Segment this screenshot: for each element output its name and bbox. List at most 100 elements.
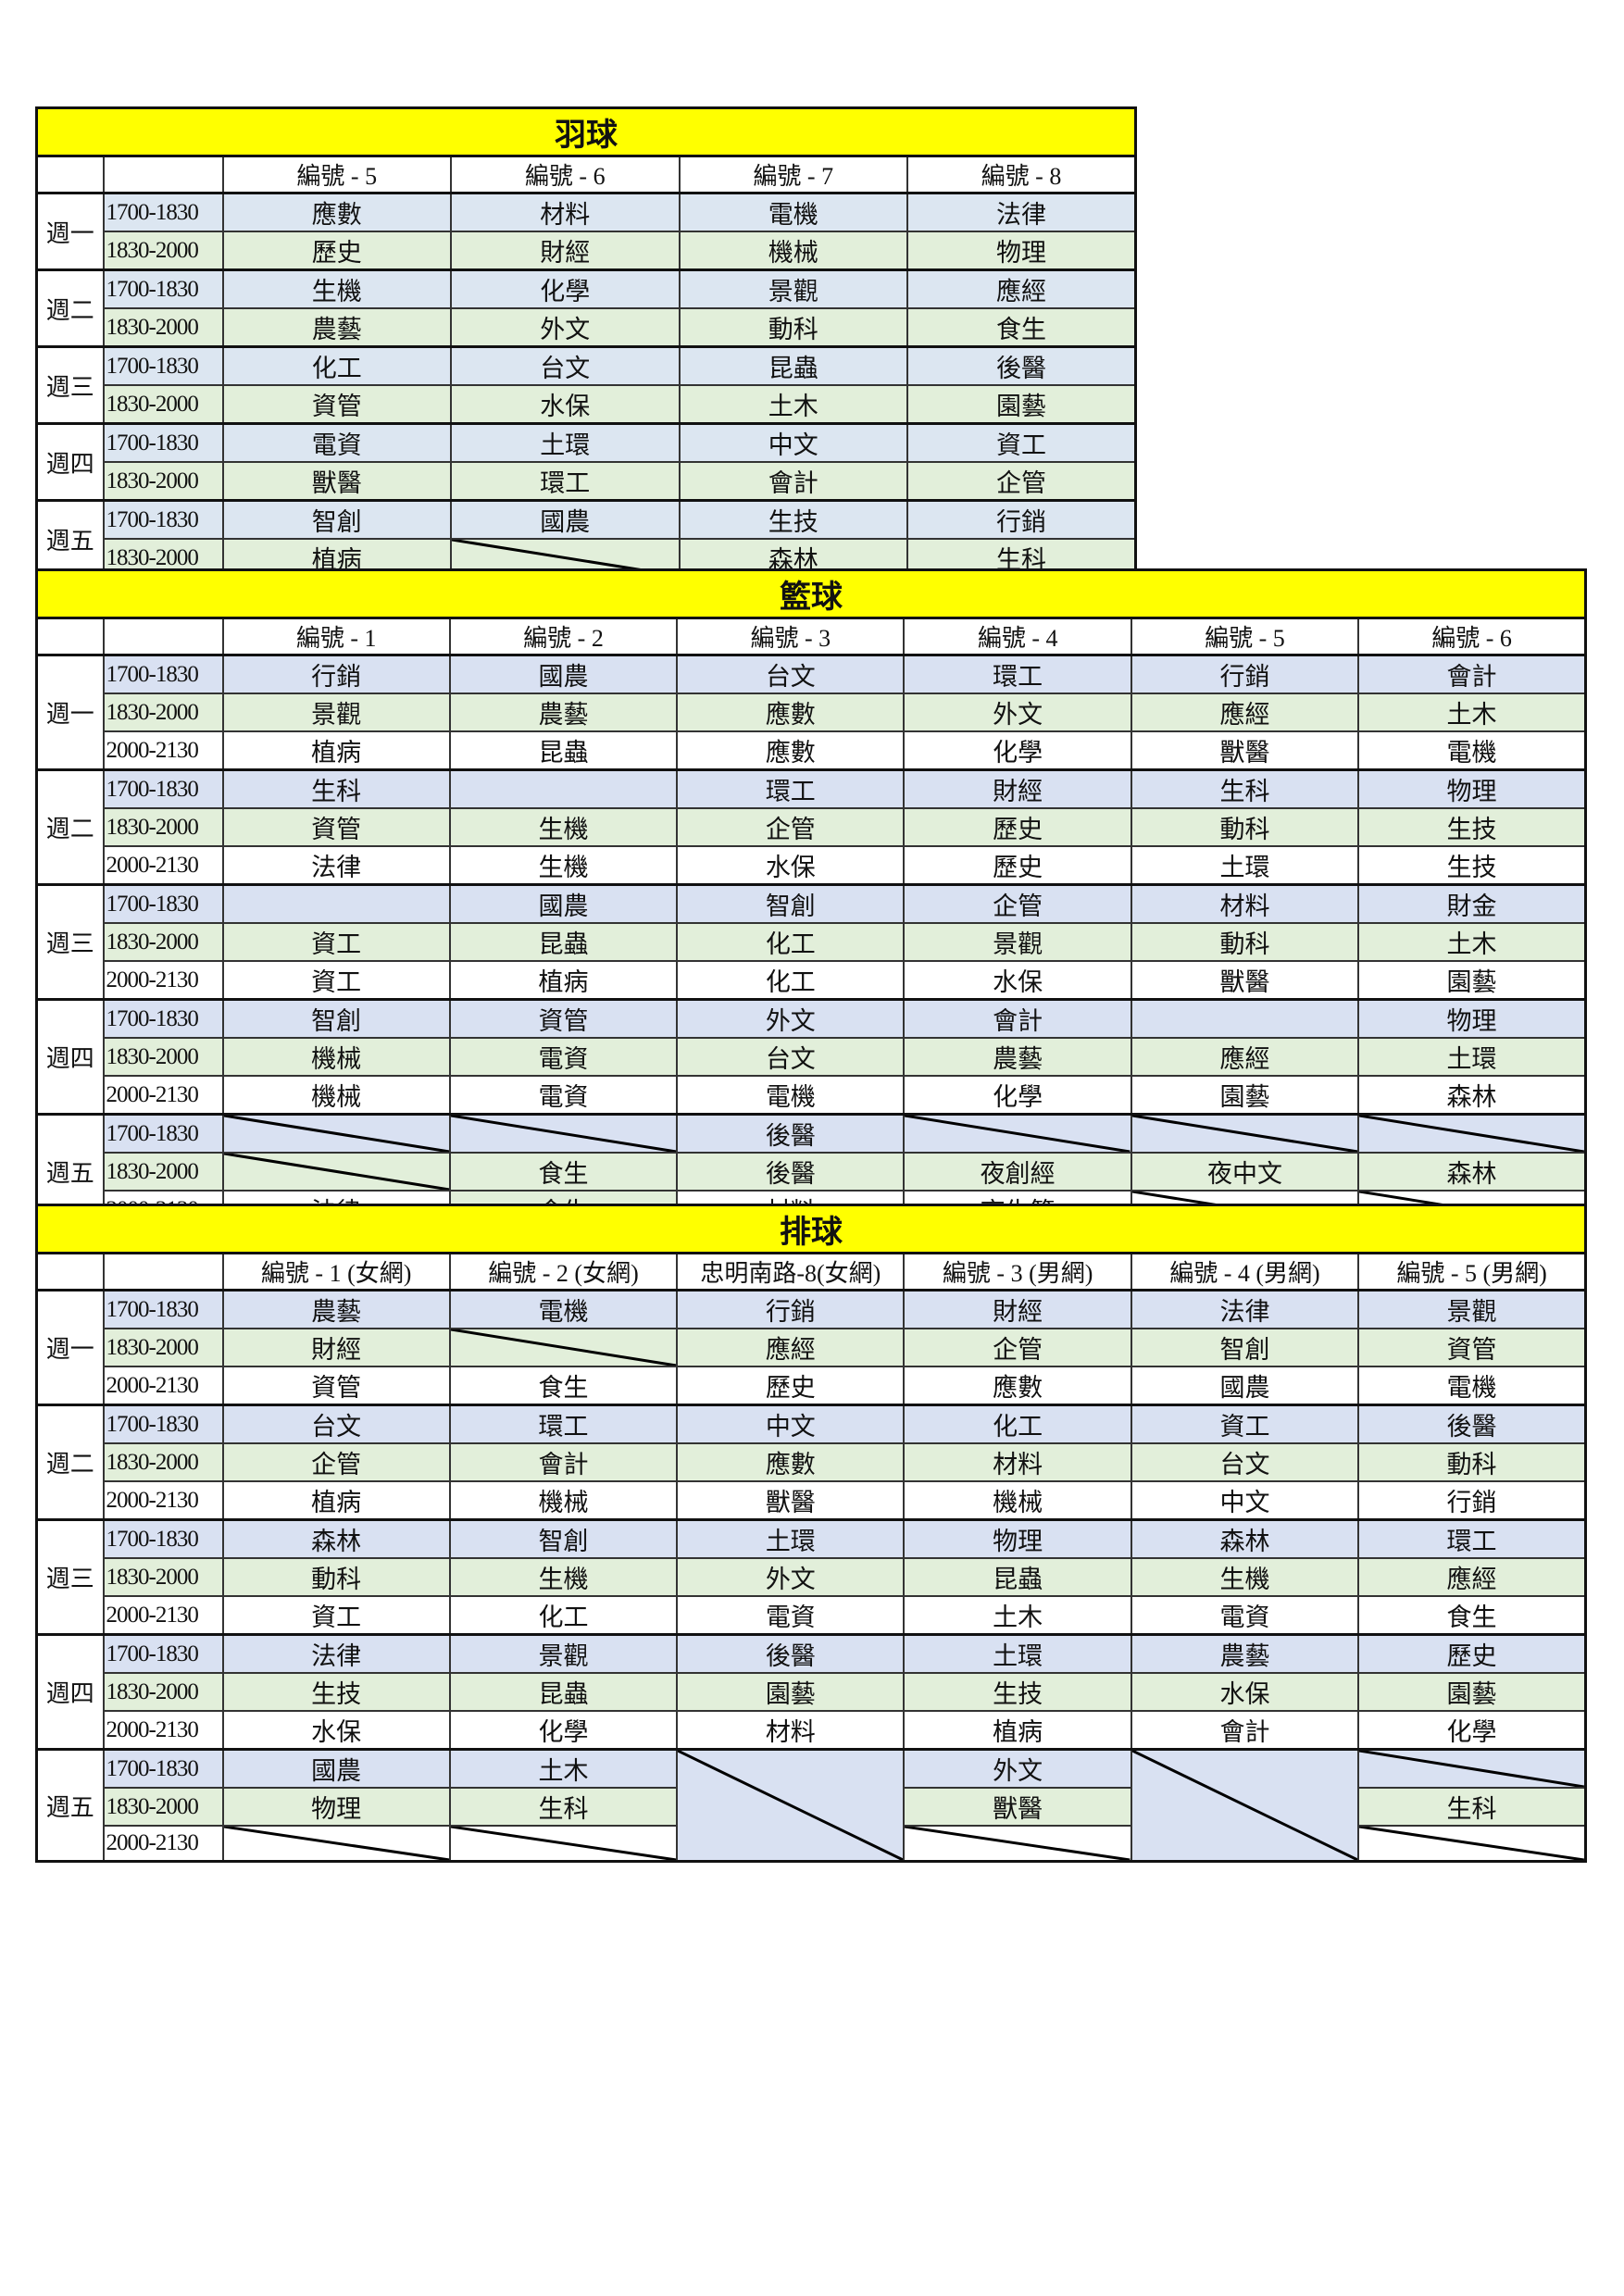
class-cell: 水保 (903, 960, 1132, 1001)
time-slot: 1830-2000 (102, 1787, 224, 1827)
class-cell: 化學 (1357, 1710, 1587, 1751)
court-header: 忠明南路-8(女網) (676, 1252, 906, 1292)
time-slot: 1700-1830 (102, 768, 224, 809)
class-cell: 獸醫 (676, 1480, 906, 1521)
day-label: 週三 (35, 883, 105, 1001)
class-cell: 昆蟲 (448, 1672, 679, 1712)
class-cell: 外文 (903, 1748, 1132, 1789)
class-cell: 企管 (903, 883, 1132, 924)
class-cell: 機械 (903, 1480, 1132, 1521)
table-row: 週三 1700-1830 森林 智創 土環 物理 森林 環工 (35, 1518, 1587, 1636)
day-label: 週二 (35, 1404, 105, 1521)
time-slot: 2000-2130 (102, 1825, 224, 1863)
day-label: 週一 (35, 1289, 105, 1406)
class-cell: 食生 (448, 1152, 679, 1192)
time-slot: 2000-2130 (102, 1710, 224, 1751)
class-cell: 機械 (221, 1037, 451, 1077)
time-slot: 2000-2130 (102, 960, 224, 1001)
table-row: 週四 1700-1830 電資 土環 中文 資工 (35, 422, 1137, 502)
time-slot: 1700-1830 (102, 192, 224, 232)
table-row: 1830-2000 財經 應經 企管 智創 資管 (37, 1328, 1587, 1367)
class-cell: 會計 (1130, 1710, 1360, 1751)
class-cell: 財經 (221, 1328, 451, 1367)
class-cell: 農藝 (903, 1037, 1132, 1077)
day-label: 週一 (35, 654, 105, 771)
class-cell: 資管 (221, 807, 451, 847)
class-cell: 應經 (1130, 693, 1360, 732)
court-header: 編號 - 4 (903, 617, 1132, 656)
class-cell: 獸醫 (1130, 960, 1360, 1001)
time-slot: 1830-2000 (102, 231, 224, 271)
class-cell: 生技 (1357, 845, 1587, 886)
time-slot: 1700-1830 (102, 1633, 224, 1674)
time-slot: 1700-1830 (102, 1113, 224, 1154)
class-cell: 生技 (903, 1672, 1132, 1712)
table-title: 排球 (35, 1204, 1587, 1254)
diagonal-slash (1359, 1116, 1584, 1152)
class-cell: 植病 (221, 1480, 451, 1521)
class-cell: 國農 (448, 883, 679, 924)
diagonal-slash (1132, 1751, 1357, 1860)
basketball-schedule-table: 籃球 編號 - 1 編號 - 2 編號 - 3 編號 - 4 編號 - 5 編號 - 6 週一… (35, 568, 1587, 1230)
court-header: 編號 - 2 (女網) (448, 1252, 679, 1292)
time-slot: 2000-2130 (102, 1075, 224, 1116)
class-cell: 資管 (221, 1366, 451, 1406)
class-cell: 資工 (1130, 1404, 1360, 1444)
class-cell: 歷史 (903, 807, 1132, 847)
day-label: 週四 (35, 998, 105, 1116)
class-cell: 農藝 (448, 693, 679, 732)
class-cell: 會計 (1357, 654, 1587, 694)
class-cell: 物理 (221, 1787, 451, 1827)
class-cell: 動科 (1130, 807, 1360, 847)
class-cell: 夜中文 (1130, 1152, 1360, 1192)
day-label: 週二 (35, 268, 105, 348)
class-cell: 景觀 (1357, 1289, 1587, 1329)
class-cell: 園藝 (1357, 1672, 1587, 1712)
class-cell: 水保 (1130, 1672, 1360, 1712)
class-cell: 水保 (676, 845, 906, 886)
court-header: 編號 - 6 (1357, 617, 1587, 656)
time-slot: 1700-1830 (102, 1404, 224, 1444)
class-cell: 生機 (221, 268, 452, 309)
class-cell: 行銷 (221, 654, 451, 694)
unavailable-cell (676, 1748, 906, 1863)
class-cell: 台文 (450, 345, 681, 386)
class-cell: 歷史 (1357, 1633, 1587, 1674)
table-row: 週二 1700-1830 生科 環工 財經 生科 物理 (35, 768, 1587, 886)
class-cell: 森林 (221, 1518, 451, 1559)
class-cell: 應經 (676, 1328, 906, 1367)
class-cell: 土木 (1357, 922, 1587, 962)
table-row: 2000-2130 水保 化學 材料 植病 會計 化學 (37, 1710, 1587, 1751)
day-label: 週一 (35, 192, 105, 271)
class-cell: 資管 (448, 998, 679, 1039)
class-cell: 化學 (450, 268, 681, 309)
unavailable-cell (448, 1113, 679, 1154)
time-slot: 1700-1830 (102, 654, 224, 694)
table-row: 1830-2000 企管 會計 應數 材料 台文 動科 (37, 1442, 1587, 1482)
class-cell: 土木 (678, 384, 908, 425)
class-cell: 智創 (221, 998, 451, 1039)
class-cell: 行銷 (1130, 654, 1360, 694)
class-cell: 資管 (1357, 1328, 1587, 1367)
class-cell: 植病 (448, 960, 679, 1001)
time-slot: 1700-1830 (102, 499, 224, 540)
class-cell: 動科 (1357, 1442, 1587, 1482)
unavailable-cell (1357, 1113, 1587, 1154)
class-cell: 土環 (676, 1518, 906, 1559)
table-row: 1830-2000 資管 生機 企管 歷史 動科 生技 (37, 807, 1587, 847)
time-slot: 1830-2000 (102, 307, 224, 348)
class-cell: 環工 (903, 654, 1132, 694)
court-header: 編號 - 6 (450, 155, 681, 194)
table-row: 週四 1700-1830 法律 景觀 後醫 土環 農藝 歷史 (35, 1633, 1587, 1751)
day-label: 週三 (35, 345, 105, 425)
time-slot: 1700-1830 (102, 883, 224, 924)
class-cell: 生技 (1357, 807, 1587, 847)
class-cell: 材料 (903, 1442, 1132, 1482)
class-cell: 電機 (1357, 1366, 1587, 1406)
time-slot: 1830-2000 (102, 922, 224, 962)
unavailable-cell (221, 1152, 451, 1192)
day-label: 週五 (35, 499, 105, 579)
class-cell: 企管 (906, 461, 1137, 502)
time-slot: 1700-1830 (102, 422, 224, 463)
class-cell: 企管 (903, 1328, 1132, 1367)
